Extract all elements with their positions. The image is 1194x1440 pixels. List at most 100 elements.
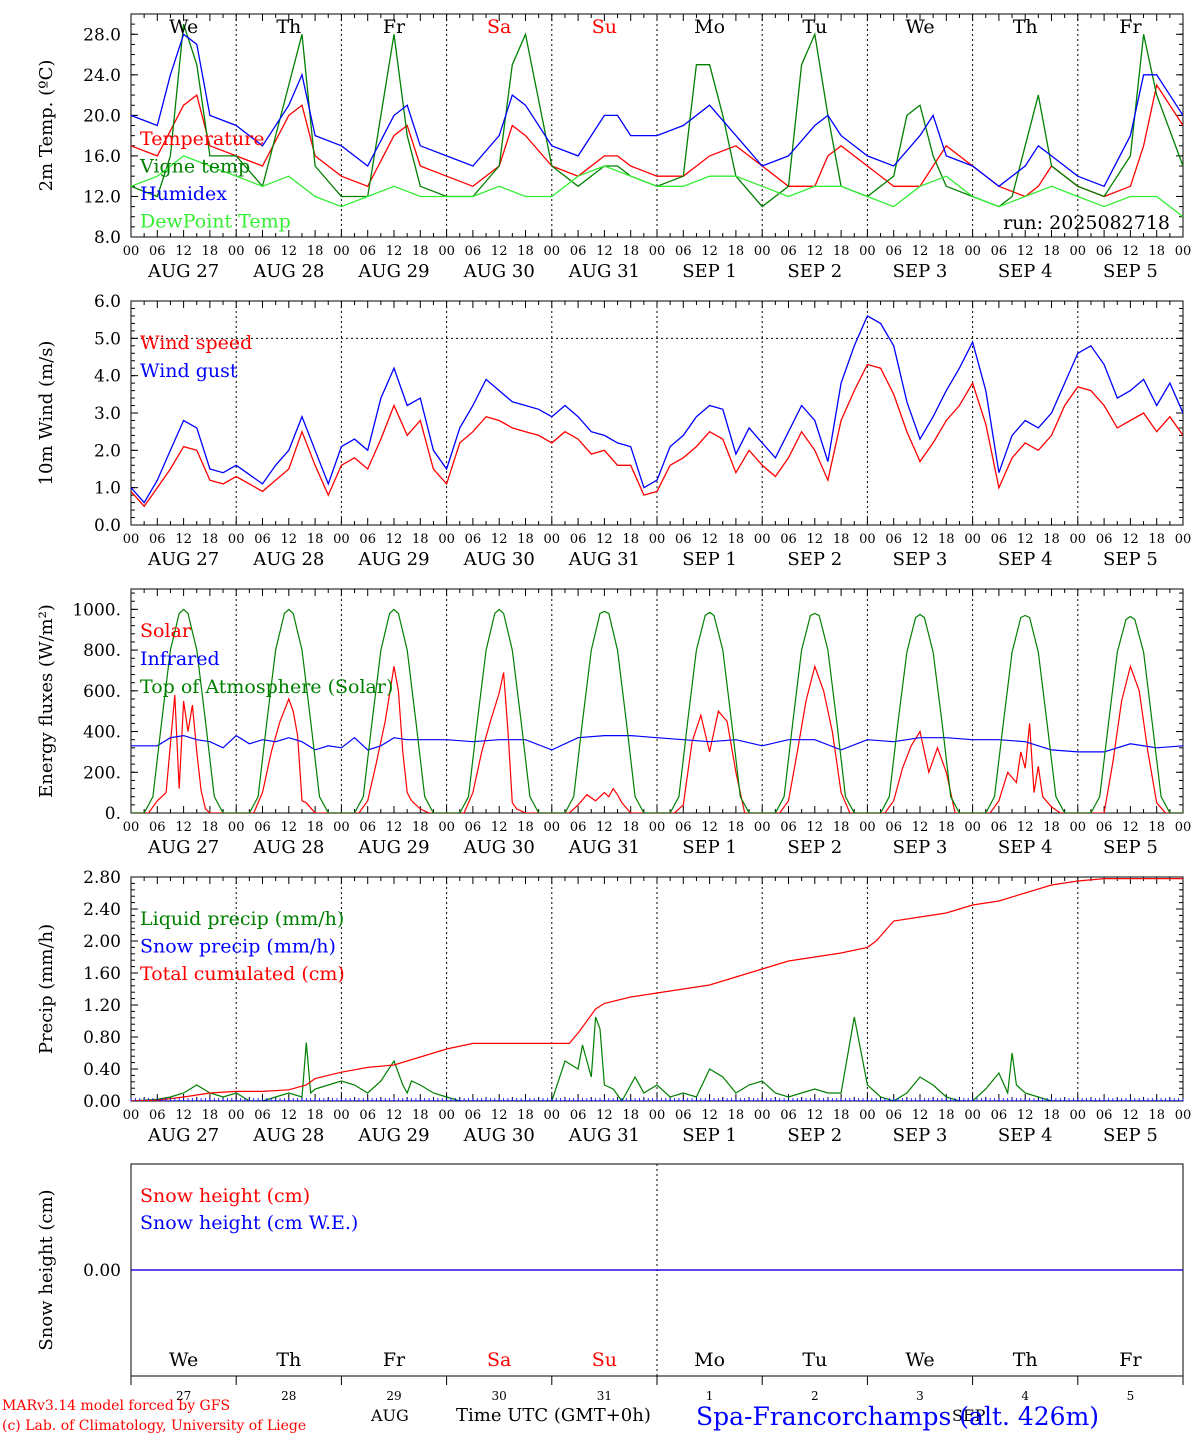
hour-label: 06 xyxy=(254,820,271,835)
hour-label: 12 xyxy=(281,532,298,547)
lab-credit: (c) Lab. of Climatology, University of L… xyxy=(2,1418,307,1434)
weekday-label: Fr xyxy=(1119,16,1142,38)
hour-label: 06 xyxy=(149,1108,166,1123)
hour-label: 00 xyxy=(333,1108,350,1123)
hour-label: 00 xyxy=(1070,532,1087,547)
date-label: SEP 4 xyxy=(998,1125,1053,1146)
hour-label: 12 xyxy=(386,244,403,259)
hour-label: 18 xyxy=(202,532,219,547)
hour-label: 06 xyxy=(254,532,271,547)
hour-label: 00 xyxy=(649,532,666,547)
hour-label: 12 xyxy=(1122,532,1139,547)
legend-entry: Humidex xyxy=(140,183,227,205)
hour-label: 18 xyxy=(202,1108,219,1123)
legend-entry: Snow precip (mm/h) xyxy=(140,936,336,958)
y-tick-label: 12.0 xyxy=(83,187,121,207)
hour-label: 00 xyxy=(964,244,981,259)
date-label: AUG 28 xyxy=(252,261,324,282)
y-tick-label: 1.0 xyxy=(94,479,121,499)
hour-label: 18 xyxy=(307,820,324,835)
day-number: 28 xyxy=(281,1389,296,1403)
hour-label: 12 xyxy=(386,820,403,835)
y-tick-label: 0.00 xyxy=(83,1092,121,1112)
legend-entry: Total cumulated (cm) xyxy=(140,963,345,985)
hour-label: 12 xyxy=(1122,244,1139,259)
date-label: AUG 30 xyxy=(463,549,535,570)
hour-label: 18 xyxy=(833,532,850,547)
model-credit: MARv3.14 model forced by GFS xyxy=(2,1398,231,1414)
date-label: AUG 27 xyxy=(147,549,219,570)
hour-label: 18 xyxy=(517,244,534,259)
date-label: SEP 2 xyxy=(787,261,842,282)
day-number: 4 xyxy=(1021,1389,1029,1403)
panel-3: 00 06 12 18 00 06 12 18 00 06 12 18 00 06 12 18 00 06 12 18… xyxy=(36,588,1192,858)
series-line-temperature xyxy=(131,83,1183,198)
hour-label: 06 xyxy=(885,820,902,835)
legend-entry: DewPoint Temp xyxy=(140,211,291,233)
date-label: AUG 27 xyxy=(147,261,219,282)
run-label: run: 2025082718 xyxy=(1003,212,1170,234)
y-tick-label: 0.40 xyxy=(83,1060,121,1080)
hour-label: 12 xyxy=(596,532,613,547)
day-number: 5 xyxy=(1127,1389,1135,1403)
y-axis-label: Energy fluxes (W/m²) xyxy=(36,604,57,798)
date-label: AUG 28 xyxy=(252,1125,324,1146)
hour-label: 00 xyxy=(1175,820,1192,835)
hour-label: 12 xyxy=(596,820,613,835)
panel-5: 0.00 Snow height (cm) Snow height (cm) Snow… xyxy=(36,1163,1184,1403)
hour-label: 00 xyxy=(333,244,350,259)
hour-label: 06 xyxy=(991,1108,1008,1123)
hour-label: 12 xyxy=(807,820,824,835)
hour-label: 00 xyxy=(1175,532,1192,547)
hour-label: 00 xyxy=(438,244,455,259)
hour-label: 12 xyxy=(386,532,403,547)
hour-label: 06 xyxy=(780,820,797,835)
series-line-vigne-temp xyxy=(131,23,1183,208)
hour-label: 12 xyxy=(281,1108,298,1123)
weekday-label: We xyxy=(905,1349,934,1371)
series-line-wind-speed xyxy=(131,363,1183,508)
y-axis-label: 2m Temp. (ºC) xyxy=(36,60,57,192)
hour-label: 06 xyxy=(885,244,902,259)
hour-label: 12 xyxy=(701,532,718,547)
y-tick-label: 200. xyxy=(83,763,121,783)
weekday-label: We xyxy=(169,16,198,38)
date-label: AUG 28 xyxy=(252,549,324,570)
y-axis-label: Snow height (cm) xyxy=(36,1189,57,1350)
weekday-label: Tu xyxy=(802,16,827,38)
hour-label: 06 xyxy=(254,1108,271,1123)
hour-label: 18 xyxy=(202,244,219,259)
hour-label: 00 xyxy=(228,244,245,259)
series-line-humidex xyxy=(131,33,1183,188)
hour-label: 06 xyxy=(465,532,482,547)
hour-label: 00 xyxy=(544,244,561,259)
legend-entry: Wind speed xyxy=(140,332,252,354)
date-label: AUG 31 xyxy=(568,549,640,570)
hour-label: 06 xyxy=(570,532,587,547)
date-label: AUG 30 xyxy=(463,837,535,858)
hour-label: 18 xyxy=(728,820,745,835)
hour-label: 18 xyxy=(412,244,429,259)
y-tick-label: 2.40 xyxy=(83,900,121,920)
hour-label: 18 xyxy=(1148,244,1165,259)
weekday-label: Th xyxy=(1013,16,1038,38)
hour-label: 00 xyxy=(333,532,350,547)
date-label: AUG 27 xyxy=(147,1125,219,1146)
date-label: SEP 5 xyxy=(1103,1125,1158,1146)
y-tick-label: 1.20 xyxy=(83,996,121,1016)
hour-label: 18 xyxy=(412,532,429,547)
date-label: SEP 4 xyxy=(998,549,1053,570)
hour-label: 12 xyxy=(912,1108,929,1123)
hour-label: 06 xyxy=(675,820,692,835)
hour-label: 18 xyxy=(307,244,324,259)
day-number: 2 xyxy=(811,1389,819,1403)
series-line-total-cumulated-cm- xyxy=(131,877,1183,1101)
hour-label: 00 xyxy=(859,532,876,547)
hour-label: 18 xyxy=(307,1108,324,1123)
date-label: AUG 29 xyxy=(357,549,429,570)
legend-entry: Vigne temp xyxy=(139,156,250,178)
hour-label: 00 xyxy=(1175,244,1192,259)
y-tick-label: 800. xyxy=(83,641,121,661)
hour-label: 18 xyxy=(517,1108,534,1123)
y-tick-label: 1000. xyxy=(72,600,121,620)
